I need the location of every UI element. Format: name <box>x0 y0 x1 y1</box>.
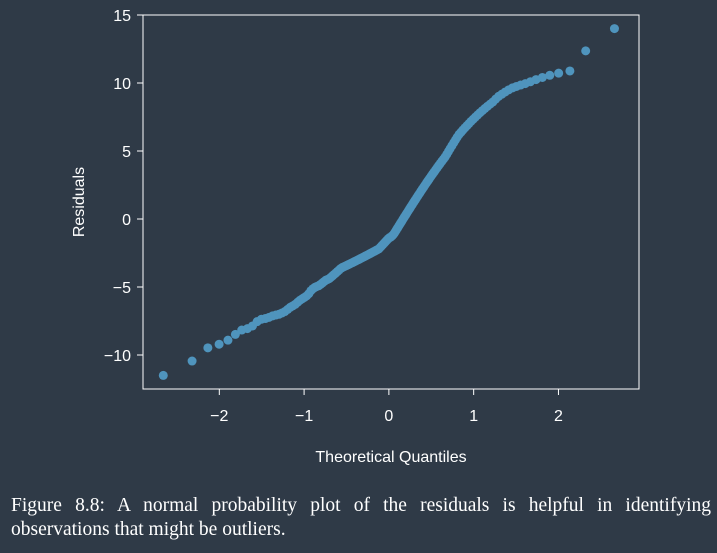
data-point <box>158 370 168 380</box>
y-axis-title: Residuals <box>71 167 88 237</box>
data-point <box>223 335 233 345</box>
data-point <box>537 72 547 82</box>
y-tick-label: 15 <box>113 8 131 25</box>
data-point <box>187 356 197 366</box>
y-tick-label: 0 <box>122 212 131 229</box>
data-point <box>214 339 224 349</box>
data-points <box>158 24 619 380</box>
plot-area <box>142 14 640 390</box>
data-point <box>230 329 240 339</box>
x-tick-label: 1 <box>469 408 478 425</box>
y-tick-label: −10 <box>104 348 131 365</box>
x-tick-label: −2 <box>210 408 228 425</box>
figure-caption: Figure 8.8: A normal probability plot of… <box>11 495 711 540</box>
data-point <box>554 68 564 78</box>
y-tick-label: −5 <box>113 280 131 297</box>
x-tick-label: −1 <box>295 408 313 425</box>
y-axis: −10 −5 0 5 10 15 <box>104 8 143 365</box>
data-point <box>545 70 555 80</box>
x-tick-label: 0 <box>384 408 393 425</box>
x-axis-title: Theoretical Quantiles <box>315 449 466 466</box>
data-point <box>203 343 213 353</box>
y-tick-label: 10 <box>113 76 131 93</box>
x-tick-label: 2 <box>554 408 563 425</box>
y-tick-label: 5 <box>122 144 131 161</box>
data-point <box>609 24 619 34</box>
data-point <box>565 66 575 76</box>
x-axis: −2 −1 0 1 2 <box>210 389 563 425</box>
data-point <box>581 46 591 56</box>
